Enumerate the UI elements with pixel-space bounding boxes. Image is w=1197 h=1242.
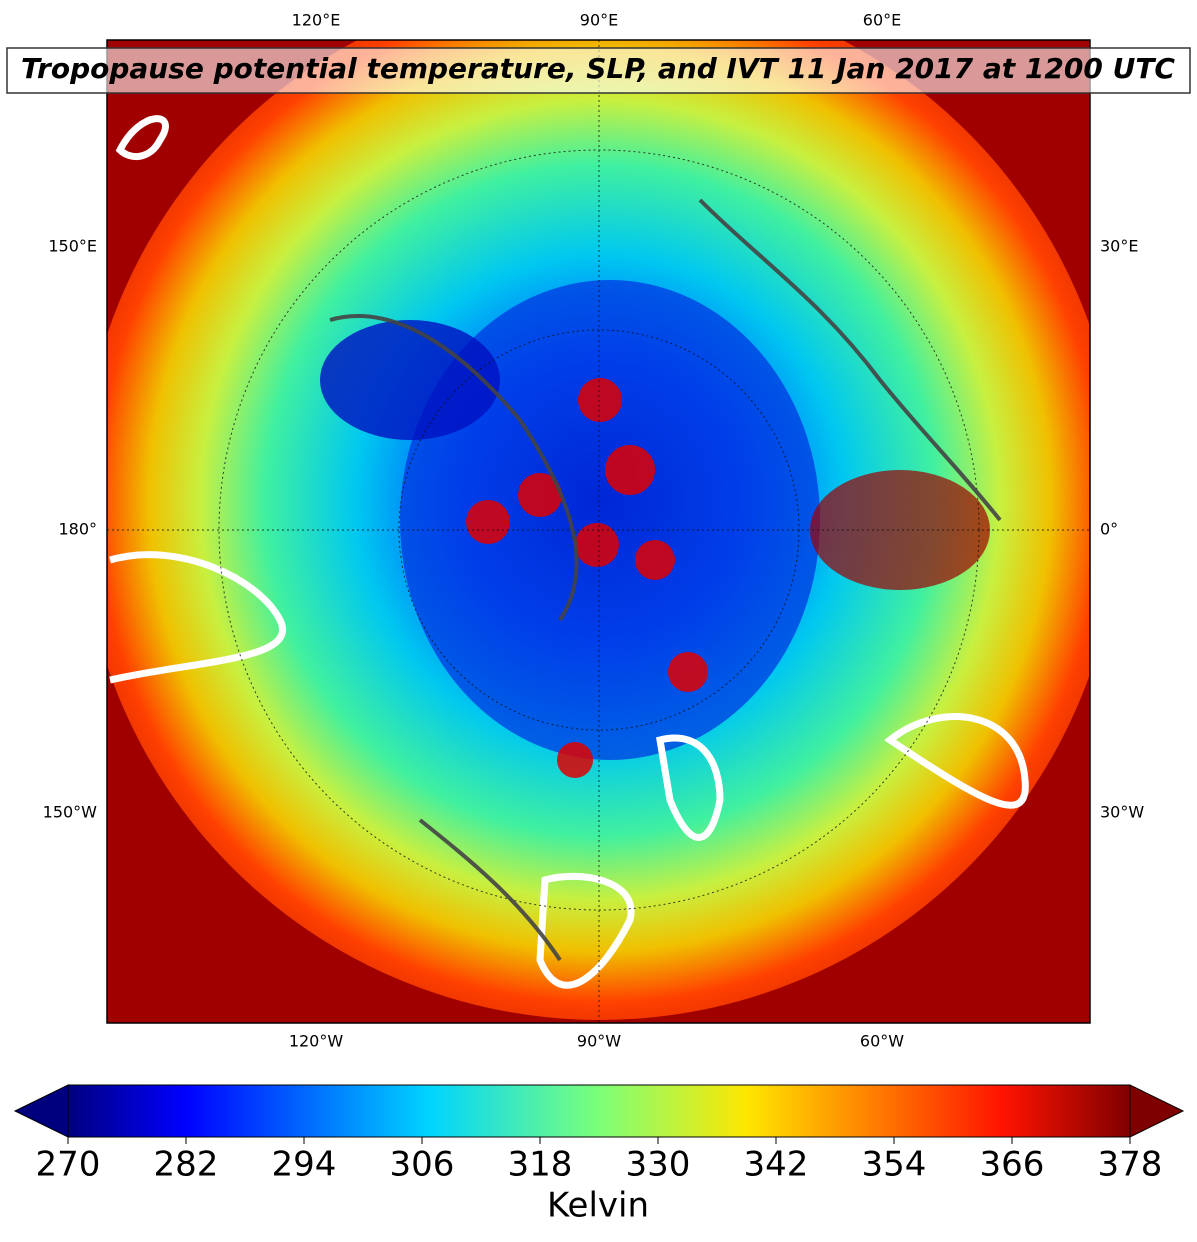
colorbar-tick-label: 270 [36,1145,101,1185]
lon-label: 30°E [1100,237,1138,256]
colorbar-tick-label: 366 [980,1145,1045,1185]
colorbar-tick-label: 354 [862,1145,927,1185]
lon-label: 150°W [43,803,98,822]
lon-label: 60°E [863,11,901,30]
lon-label: 150°E [48,237,97,256]
colorbar-tick-label: 294 [272,1145,337,1185]
longitude-labels: 120°E 90°E 60°E 120°W 90°W 60°W 150°E 180° 150°W… [43,11,1145,1051]
lon-label: 120°W [289,1032,344,1051]
colorbar-extend-max [1129,1084,1185,1138]
title-box [6,47,1191,94]
colorbar-tick-label: 330 [626,1145,691,1185]
title: Tropopause potential temperature, SLP, a… [21,52,1175,85]
colorbar-extend-min [13,1084,69,1138]
lon-label: 30°W [1100,803,1144,822]
map [107,40,1090,1023]
colorbar-tick-label: 378 [1098,1145,1163,1185]
colorbar-tick-label: 318 [508,1145,573,1185]
colorbar-tick-label: 306 [390,1145,455,1185]
colorbar-tick-label: 342 [744,1145,809,1185]
colorbar-ticks: 270 282 294 306 318 330 342 354 366 378 [36,1137,1163,1185]
lon-label: 180° [58,520,97,539]
colorbar [67,1084,1131,1138]
lon-label: 120°E [292,11,341,30]
lon-label: 60°W [860,1032,904,1051]
lon-label: 90°E [580,11,618,30]
colorbar-label: Kelvin [547,1186,649,1226]
colorbar-tick-label: 282 [154,1145,219,1185]
lon-label: 90°W [577,1032,621,1051]
lon-label: 0° [1100,520,1118,539]
